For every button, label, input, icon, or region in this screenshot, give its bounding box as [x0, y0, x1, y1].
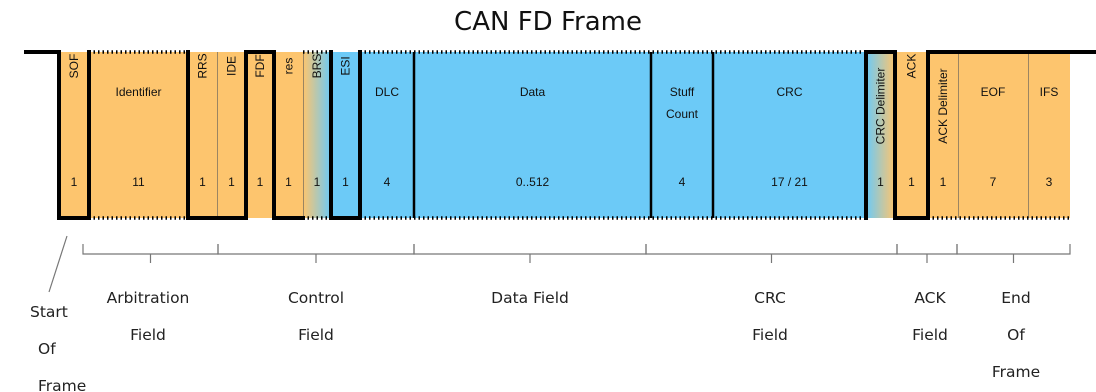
group-label: Arbitration Field	[107, 289, 190, 344]
field-box	[331, 52, 360, 218]
field-box	[303, 52, 331, 218]
group-label: ACK Field	[912, 289, 948, 344]
field-box	[928, 52, 958, 218]
field-box	[59, 52, 89, 218]
field-crc-delimiter: CRC Delimiter 1	[866, 52, 895, 218]
field-eof: EOF 7	[958, 52, 1028, 218]
field-ifs: IFS 3	[1028, 52, 1070, 218]
field-bit-count: 1	[71, 175, 78, 189]
field-bit-count: 0..512	[516, 175, 550, 189]
group-data-field: Data Field	[413, 244, 647, 307]
field-box	[188, 52, 217, 218]
group-crc-field: CRC Field	[645, 244, 898, 344]
field-box	[895, 52, 928, 218]
field-box	[360, 52, 414, 218]
field-name: res	[282, 58, 296, 75]
field-identifier: Identifier 11	[89, 52, 188, 218]
group-label: Control Field	[288, 289, 344, 344]
field-res: res 1	[274, 52, 303, 218]
field-box	[1028, 52, 1070, 218]
field-bit-count: 1	[228, 175, 235, 189]
field-bit-count: 1	[257, 175, 264, 189]
field-box	[274, 52, 303, 218]
field-name: BRS	[310, 54, 324, 79]
field-sof: SOF 1	[59, 52, 89, 218]
field-name: FDF	[253, 54, 267, 77]
group-bracket	[413, 244, 647, 263]
group-label: End Of Frame	[992, 289, 1040, 381]
field-ack-delimiter: ACK Delimiter 1	[928, 52, 958, 218]
field-bit-count: 4	[679, 175, 686, 189]
field-name: ACK Delimiter	[936, 68, 950, 143]
field-box	[651, 52, 713, 218]
field-box	[414, 52, 651, 218]
field-box	[866, 52, 895, 218]
group-bracket	[645, 244, 898, 263]
field-data: Data 0..512	[414, 52, 651, 218]
field-bit-count: 1	[342, 175, 349, 189]
field-bit-count: 4	[384, 175, 391, 189]
group-bracket	[217, 244, 415, 263]
field-ide: IDE 1	[217, 52, 246, 218]
field-name: Identifier	[115, 85, 161, 99]
field-bit-count: 1	[314, 175, 321, 189]
signal-level-solid	[864, 50, 1096, 220]
frame-fields: SOF1Identifier11RRS1IDE1FDF1res1BRS1ESI1…	[59, 52, 1070, 218]
field-box	[713, 52, 866, 218]
field-box	[246, 52, 274, 218]
group-ack-field: ACK Field	[896, 244, 958, 344]
signal-level-solid	[329, 50, 362, 220]
field-dlc: DLC 4	[360, 52, 414, 218]
signal-level-solid	[24, 50, 91, 220]
field-esi: ESI 1	[331, 52, 360, 218]
group-start-of-frame: Start Of Frame	[30, 303, 86, 392]
field-name: IFS	[1040, 85, 1059, 99]
field-bit-count: 1	[940, 175, 947, 189]
field-bit-count: 1	[285, 175, 292, 189]
field-name: EOF	[981, 85, 1006, 99]
group-bracket	[896, 244, 958, 263]
field-box	[89, 52, 188, 218]
field-name: ACK	[905, 54, 919, 79]
bus-signal-line	[24, 50, 1096, 220]
diagram-title: CAN FD Frame	[454, 7, 642, 37]
field-bit-count: 11	[132, 175, 145, 189]
field-rrs: RRS 1	[188, 52, 217, 218]
field-name: Data	[520, 85, 546, 99]
field-name: IDE	[225, 56, 239, 76]
field-bit-count: 3	[1046, 175, 1053, 189]
group-end-of-frame: End Of Frame	[956, 244, 1071, 381]
field-name: Stuff Count	[666, 85, 699, 121]
group-bracket	[82, 244, 219, 263]
field-name: DLC	[375, 85, 399, 99]
field-groups: Start Of Frame Arbitration Field Control Field…	[30, 235, 1071, 392]
field-bit-count: 17 / 21	[771, 175, 808, 189]
field-crc: CRC 17 / 21	[713, 52, 866, 218]
field-name: CRC	[777, 85, 803, 99]
field-bit-count: 1	[199, 175, 206, 189]
field-brs: BRS 1	[303, 52, 331, 218]
field-bit-count: 1	[877, 175, 884, 189]
group-bracket	[956, 244, 1071, 263]
field-ack: ACK 1	[895, 52, 928, 218]
field-stuff-count: Stuff Count 4	[651, 52, 713, 218]
group-label: Start Of Frame	[30, 303, 86, 392]
field-box	[217, 52, 246, 218]
start-of-frame-pointer	[48, 235, 68, 293]
group-arbitration-field: Arbitration Field	[82, 244, 219, 344]
field-fdf: FDF 1	[246, 52, 274, 218]
signal-level-solid	[186, 50, 305, 220]
group-label: Data Field	[491, 289, 569, 307]
group-label: CRC Field	[752, 289, 788, 344]
field-bit-count: 1	[908, 175, 915, 189]
field-name: RRS	[196, 53, 210, 78]
group-control-field: Control Field	[217, 244, 415, 344]
field-box	[958, 52, 1028, 218]
field-name: SOF	[67, 54, 81, 79]
field-name: ESI	[339, 56, 353, 75]
field-name: CRC Delimiter	[874, 68, 888, 145]
field-bit-count: 7	[990, 175, 997, 189]
